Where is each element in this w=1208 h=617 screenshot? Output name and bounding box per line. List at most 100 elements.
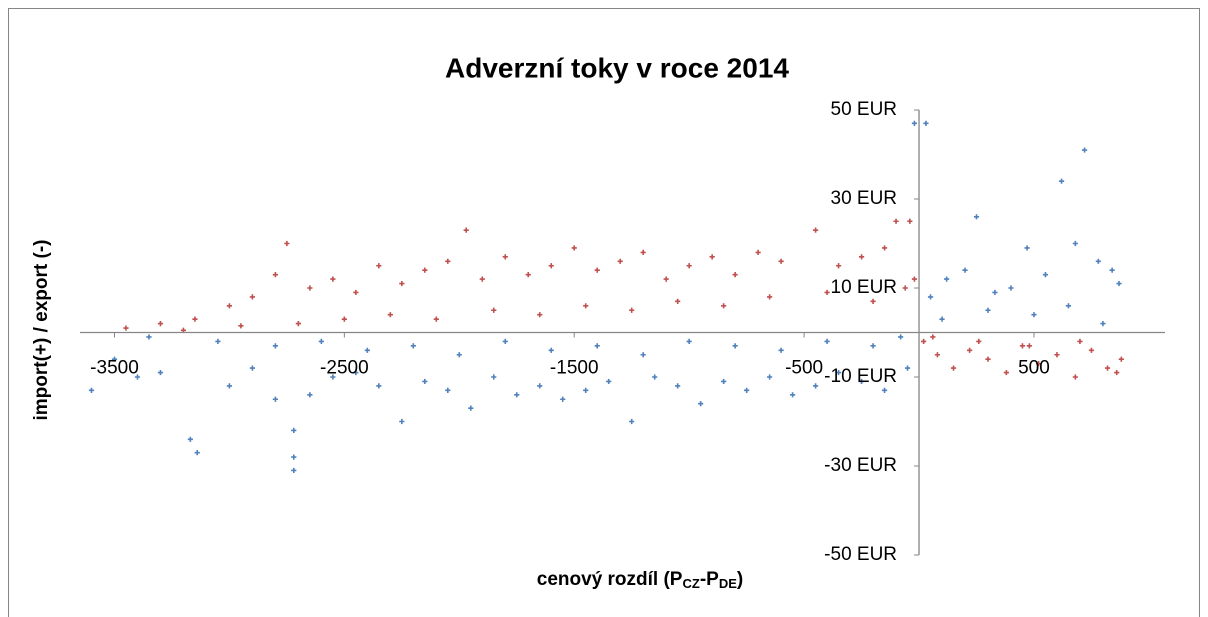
point [790, 392, 796, 398]
point [272, 396, 278, 402]
point [364, 347, 370, 353]
point [767, 374, 773, 380]
point [629, 418, 635, 425]
point [525, 272, 531, 278]
point [194, 450, 200, 456]
point [272, 272, 278, 278]
point [353, 369, 359, 376]
y-tick-label: 50 EUR [831, 99, 898, 120]
x-tick-label: -1500 [550, 358, 599, 379]
point [433, 316, 439, 322]
point [291, 427, 297, 433]
point [307, 285, 313, 291]
point [732, 272, 738, 278]
point [307, 392, 313, 398]
y-tick-label: -30 EUR [824, 455, 897, 476]
point [249, 365, 256, 371]
point [111, 356, 118, 362]
point [663, 276, 669, 282]
x-tick-label: 500 [1018, 358, 1050, 379]
point [1114, 369, 1120, 376]
point [1054, 352, 1060, 358]
point [1008, 285, 1014, 291]
point [1081, 147, 1088, 153]
point [514, 392, 520, 398]
point [1042, 272, 1049, 278]
point [1003, 369, 1009, 376]
point [502, 338, 508, 344]
x-tick-label: -3500 [90, 358, 139, 379]
point [537, 312, 543, 318]
point [698, 401, 704, 407]
point [284, 240, 290, 247]
point [594, 343, 600, 349]
y-tick-label: 10 EUR [831, 277, 898, 298]
point [318, 338, 324, 344]
point [976, 338, 982, 344]
point [134, 374, 141, 380]
point [898, 334, 904, 340]
point [456, 352, 462, 358]
point [1065, 303, 1072, 309]
point [226, 303, 233, 309]
point [491, 307, 497, 313]
point [606, 378, 612, 385]
point [870, 343, 876, 349]
point [744, 387, 750, 393]
point [930, 334, 936, 340]
point [1100, 321, 1106, 327]
point [187, 436, 193, 442]
point [215, 338, 221, 344]
point [491, 374, 497, 380]
x-title-sub: DE [719, 576, 737, 591]
point [778, 347, 784, 353]
point [422, 378, 428, 385]
point [399, 418, 405, 425]
point [445, 258, 451, 264]
point [1116, 280, 1122, 287]
point [709, 254, 715, 260]
point [1072, 374, 1078, 380]
point [835, 369, 842, 376]
point [468, 405, 474, 411]
point [902, 285, 908, 291]
point [571, 245, 577, 251]
point [1072, 240, 1078, 247]
point [1095, 258, 1101, 264]
chart-title: Adverzní toky v roce 2014 [445, 52, 789, 83]
point [778, 258, 784, 264]
point [686, 338, 692, 344]
point [1088, 347, 1095, 353]
point [812, 383, 819, 389]
point [973, 214, 980, 220]
point [291, 454, 297, 460]
point [1118, 356, 1124, 362]
point [146, 334, 152, 340]
y-tick-label: 30 EUR [831, 188, 898, 209]
x-title-part: cenový rozdíl (P [537, 569, 683, 590]
point [88, 387, 95, 393]
point [157, 369, 164, 376]
point [686, 263, 692, 269]
point [1077, 338, 1083, 344]
y-axis-title: import(+) / export (-) [31, 239, 52, 420]
x-tick-label: -2500 [320, 358, 369, 379]
point [295, 321, 301, 327]
point [272, 343, 278, 349]
point [1104, 365, 1111, 371]
point [1035, 361, 1042, 367]
point [330, 374, 336, 380]
chart-border [8, 8, 1200, 617]
x-title-part: ) [737, 569, 743, 590]
point [341, 316, 347, 322]
point [548, 347, 554, 353]
point [824, 289, 830, 296]
y-tick-label: -50 EUR [824, 544, 897, 565]
point [858, 378, 865, 385]
point [767, 294, 773, 300]
point [921, 338, 927, 344]
point [192, 316, 198, 322]
point [934, 352, 941, 358]
point [640, 352, 646, 358]
point [907, 218, 913, 224]
